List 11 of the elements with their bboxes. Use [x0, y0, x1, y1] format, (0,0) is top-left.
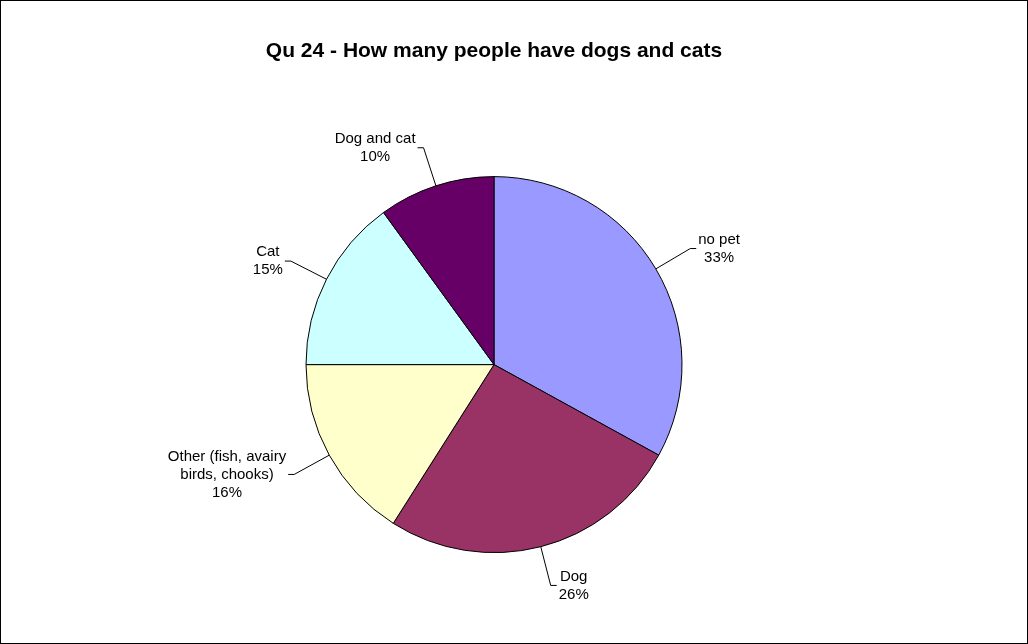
- slice-label: Other (fish, avairy birds, chooks): [167, 446, 287, 482]
- data-label: 10%: [360, 146, 391, 164]
- slice-label: Dog: [559, 566, 588, 584]
- data-label: 16%: [212, 482, 243, 500]
- data-label: 15%: [252, 260, 283, 278]
- chart-title: Qu 24 - How many people have dogs and cats: [265, 38, 723, 62]
- slice-label: Cat: [256, 242, 281, 260]
- data-label: 33%: [704, 247, 735, 265]
- slice-label: Dog and cat: [334, 128, 417, 146]
- data-label: 26%: [558, 584, 589, 602]
- slice-label: no pet: [698, 229, 741, 247]
